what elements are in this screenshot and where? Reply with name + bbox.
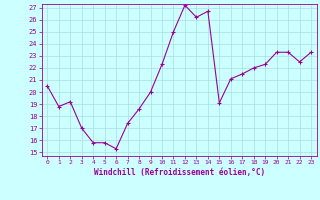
X-axis label: Windchill (Refroidissement éolien,°C): Windchill (Refroidissement éolien,°C)	[94, 168, 265, 177]
